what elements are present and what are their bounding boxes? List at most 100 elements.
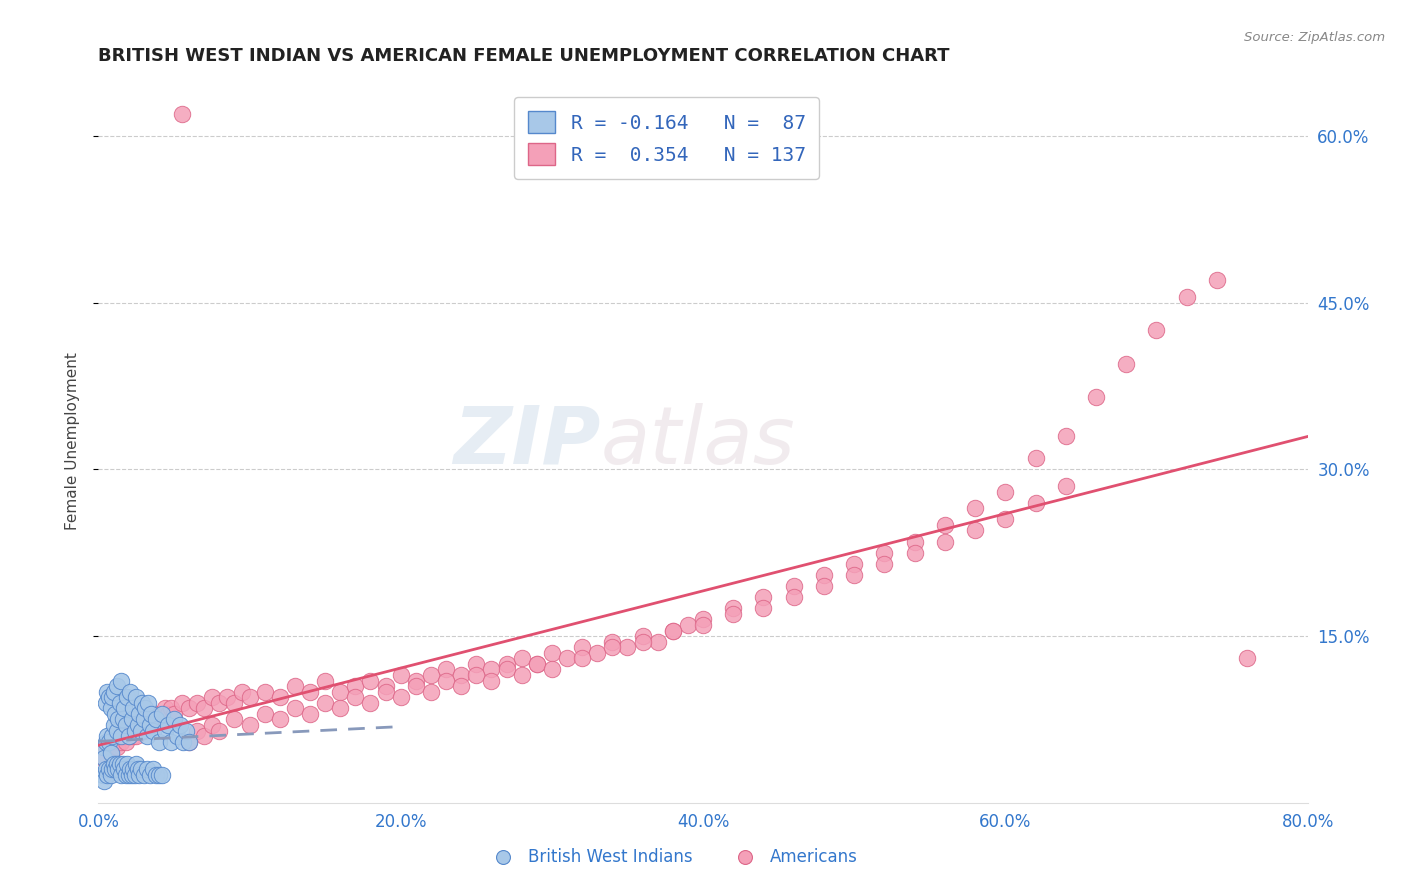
Point — [571, 640, 593, 655]
Point — [616, 640, 638, 655]
Point — [136, 696, 159, 710]
Text: BRITISH WEST INDIAN VS AMERICAN FEMALE UNEMPLOYMENT CORRELATION CHART: BRITISH WEST INDIAN VS AMERICAN FEMALE U… — [98, 47, 950, 65]
Point — [134, 701, 156, 715]
Point — [125, 756, 148, 771]
Point — [118, 729, 141, 743]
Point — [115, 723, 138, 738]
Point — [107, 713, 129, 727]
Point — [873, 546, 896, 560]
Point — [420, 668, 443, 682]
Point — [101, 763, 124, 777]
Point — [135, 763, 157, 777]
Point — [284, 701, 307, 715]
Point — [186, 696, 208, 710]
Point — [481, 662, 503, 676]
Point — [132, 723, 155, 738]
Point — [153, 723, 176, 738]
Point — [374, 679, 396, 693]
Point — [299, 706, 322, 721]
Point — [193, 701, 215, 715]
Point — [156, 706, 179, 721]
Point — [896, 879, 918, 892]
Point — [98, 734, 121, 748]
Point — [127, 718, 149, 732]
Point — [100, 746, 122, 760]
Point — [231, 684, 253, 698]
Point — [692, 618, 714, 632]
Point — [555, 651, 578, 665]
Point — [844, 568, 866, 582]
Point — [593, 879, 616, 892]
Point — [127, 718, 149, 732]
Point — [91, 768, 114, 782]
Point — [122, 701, 145, 715]
Point — [631, 634, 654, 648]
Point — [434, 673, 457, 688]
Point — [661, 624, 683, 638]
Point — [118, 768, 141, 782]
Point — [170, 696, 193, 710]
Point — [139, 718, 162, 732]
Point — [1115, 357, 1137, 371]
Point — [1085, 390, 1108, 404]
Point — [148, 768, 170, 782]
Point — [115, 756, 138, 771]
Text: Source: ZipAtlas.com: Source: ZipAtlas.com — [1244, 31, 1385, 45]
Point — [1024, 451, 1046, 466]
Point — [150, 706, 173, 721]
Point — [134, 713, 156, 727]
Point — [103, 684, 125, 698]
Point — [93, 751, 115, 765]
Point — [647, 634, 669, 648]
Point — [314, 673, 336, 688]
Point — [571, 651, 593, 665]
Point — [253, 706, 276, 721]
Point — [111, 713, 134, 727]
Point — [96, 729, 118, 743]
Point — [135, 729, 157, 743]
Point — [201, 690, 224, 705]
Point — [139, 768, 162, 782]
Point — [465, 668, 488, 682]
Point — [526, 657, 548, 671]
Point — [111, 723, 134, 738]
Point — [124, 768, 146, 782]
Point — [129, 723, 152, 738]
Point — [904, 534, 927, 549]
Point — [98, 690, 121, 705]
Point — [208, 723, 231, 738]
Point — [284, 679, 307, 693]
Point — [405, 673, 427, 688]
Point — [692, 612, 714, 626]
Point — [125, 729, 148, 743]
Point — [934, 517, 956, 532]
Point — [131, 713, 153, 727]
Point — [98, 763, 121, 777]
Point — [602, 640, 624, 655]
Point — [873, 557, 896, 571]
Point — [142, 763, 165, 777]
Point — [125, 690, 148, 705]
Point — [93, 773, 115, 788]
Point — [100, 768, 122, 782]
Point — [994, 484, 1017, 499]
Point — [104, 706, 127, 721]
Point — [120, 763, 142, 777]
Point — [110, 729, 132, 743]
Point — [360, 673, 382, 688]
Point — [96, 768, 118, 782]
Point — [110, 673, 132, 688]
Point — [450, 668, 472, 682]
Point — [239, 690, 262, 705]
Text: atlas: atlas — [600, 402, 794, 481]
Point — [112, 729, 135, 743]
Point — [450, 679, 472, 693]
Point — [179, 734, 201, 748]
Point — [224, 713, 246, 727]
Point — [239, 718, 262, 732]
Point — [121, 723, 143, 738]
Point — [112, 763, 135, 777]
Point — [329, 684, 352, 698]
Point — [160, 701, 183, 715]
Point — [224, 696, 246, 710]
